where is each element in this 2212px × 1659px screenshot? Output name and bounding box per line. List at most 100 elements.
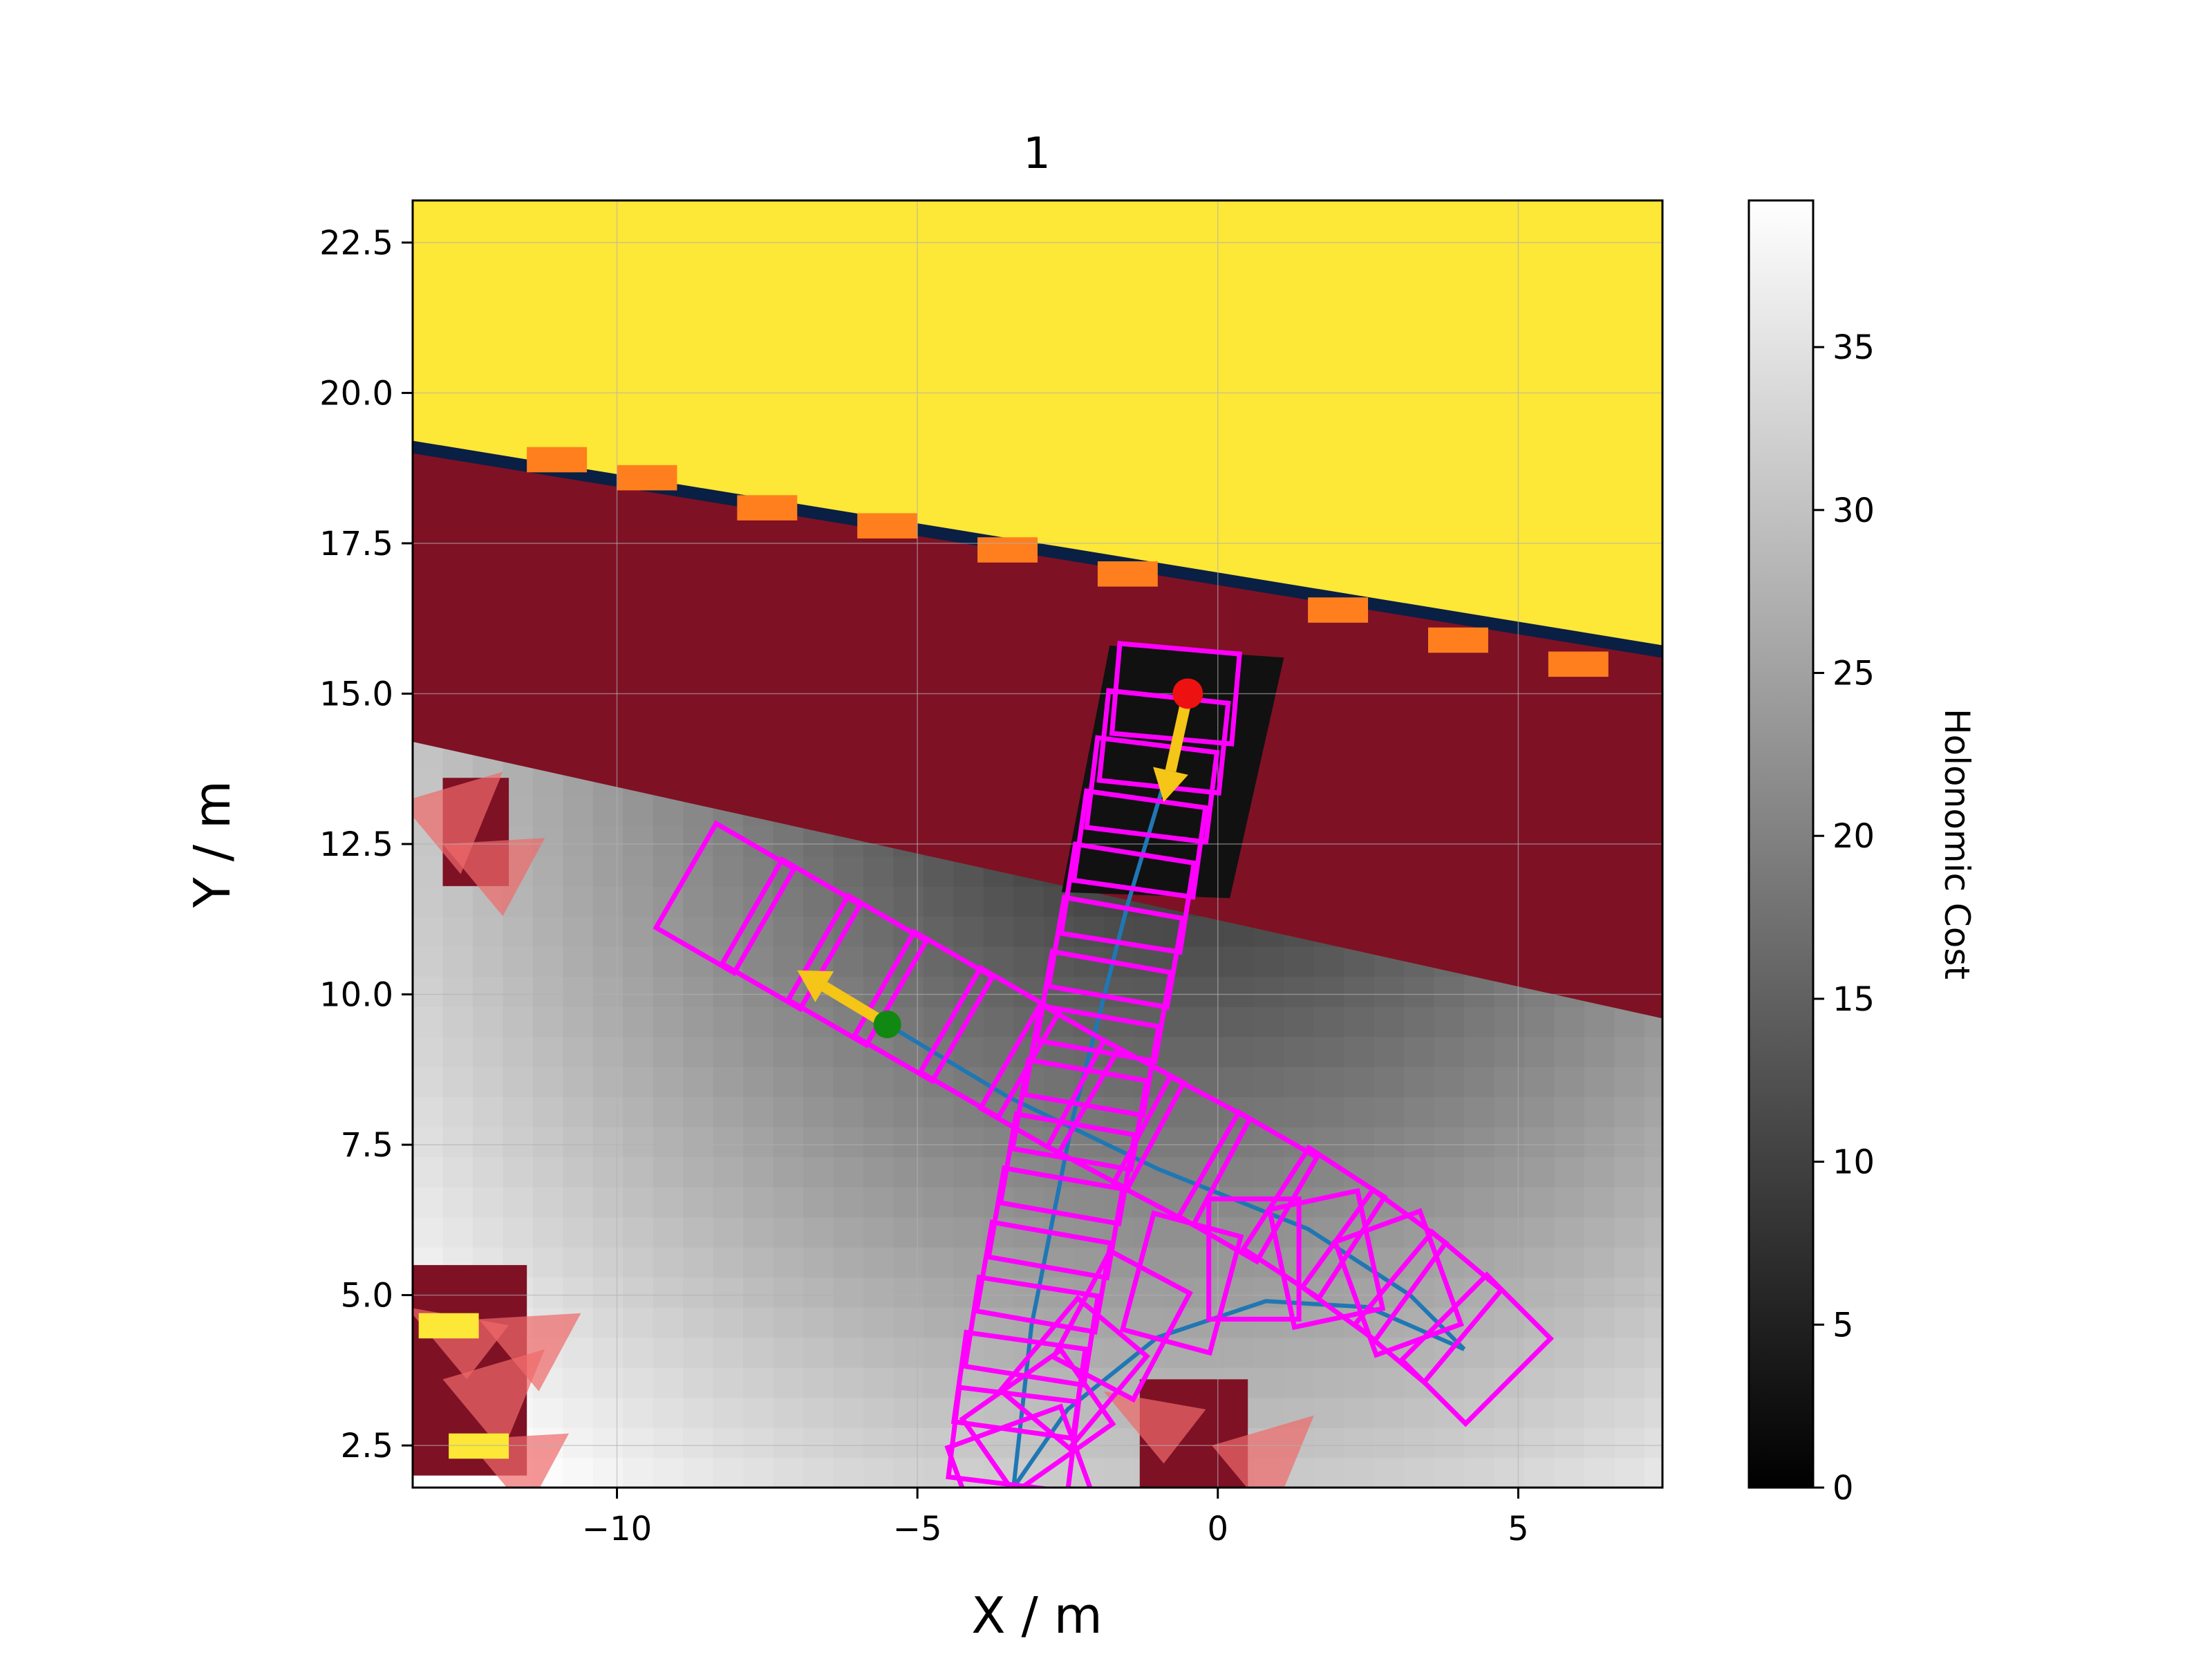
obstacle-marker (418, 1313, 479, 1339)
footprint-box (1022, 1002, 1162, 1118)
colorbar (1747, 199, 1815, 1489)
footprint-box (959, 1347, 1116, 1488)
heatmap-cell (1494, 1457, 1525, 1488)
footprint-box (1175, 1109, 1320, 1265)
heatmap-cell (923, 1126, 955, 1158)
heatmap-cell (623, 1307, 654, 1338)
y-tick-label: 15.0 (319, 675, 393, 713)
heatmap-cell (803, 1126, 834, 1158)
heatmap-cell (953, 1217, 984, 1248)
heatmap-cell (743, 1187, 774, 1218)
heatmap-cell (1313, 1337, 1345, 1368)
heatmap-cell (623, 1367, 654, 1398)
heatmap-cell (1163, 1126, 1194, 1158)
heatmap-cell (503, 1217, 534, 1248)
heatmap-cell (953, 916, 984, 947)
heatmap-cell (1584, 1096, 1615, 1127)
heatmap-cell (592, 1126, 624, 1158)
heatmap-cell (442, 1006, 474, 1038)
heatmap-cell (1194, 1036, 1225, 1067)
heatmap-cell (923, 1096, 955, 1127)
heatmap-cell (1494, 1307, 1525, 1338)
obstacle-marker (617, 465, 677, 491)
heatmap-cell (1434, 1096, 1465, 1127)
heatmap-cell (563, 796, 594, 827)
heatmap-cell (863, 1427, 894, 1459)
heatmap-cell (683, 1457, 714, 1488)
heatmap-cell (1464, 1036, 1495, 1067)
heatmap-cell (1464, 1367, 1495, 1398)
heatmap-cell (863, 1156, 894, 1188)
heatmap-cell (1434, 1367, 1465, 1398)
heatmap-cell (683, 1006, 714, 1038)
heatmap-cell (1313, 1036, 1345, 1067)
heatmap-cell (833, 1427, 864, 1459)
heatmap-cell (413, 1006, 444, 1038)
heatmap-cell (442, 1036, 474, 1067)
heatmap-cell (623, 1096, 654, 1127)
heatmap-cell (893, 1096, 924, 1127)
footprint-box (851, 928, 996, 1085)
heatmap-cell (592, 1397, 624, 1428)
heatmap-cell (1524, 1036, 1555, 1067)
heatmap-cell (1614, 1397, 1645, 1428)
heatmap-cell (983, 916, 1015, 947)
heatmap-cell (1614, 1066, 1645, 1098)
heatmap-cell (893, 856, 924, 887)
heatmap-cell (1224, 1337, 1255, 1368)
footprint-box (977, 1000, 1123, 1157)
heatmap-cell (683, 1217, 714, 1248)
x-tick-label: 5 (1508, 1510, 1529, 1548)
footprint-box (917, 964, 1062, 1121)
heatmap-cell (1554, 1337, 1585, 1368)
heatmap-cell (803, 1187, 834, 1218)
heatmap-cell (1134, 916, 1165, 947)
heatmap-cell (1253, 1367, 1285, 1398)
heatmap-cell (683, 1277, 714, 1308)
noise-triangle (413, 771, 503, 874)
heatmap-cell (532, 1006, 564, 1038)
heatmap-cell (623, 825, 654, 857)
heatmap-cell (1374, 1036, 1405, 1067)
heatmap-cell (803, 1217, 834, 1248)
heatmap-cell (1644, 1036, 1662, 1067)
heatmap-cell (1614, 1367, 1645, 1398)
heatmap-cell (563, 1187, 594, 1218)
heatmap-cell (1584, 1156, 1615, 1188)
colorbar-tick-label: 15 (1833, 980, 1875, 1019)
heatmap-cell (1554, 1156, 1585, 1188)
heatmap-cell (1013, 946, 1044, 977)
heatmap-cell (743, 1457, 774, 1488)
heatmap-cell (1584, 1036, 1615, 1067)
heatmap-cell (1644, 1427, 1662, 1459)
heatmap-cell (773, 1427, 804, 1459)
y-tick-label: 12.5 (319, 825, 393, 864)
heatmap-cell (893, 1156, 924, 1188)
heatmap-cell (623, 1457, 654, 1488)
heatmap-cell (1404, 1126, 1435, 1158)
heatmap-cell (1584, 1277, 1615, 1308)
heatmap-cell (1524, 1006, 1555, 1038)
heatmap-cell (623, 1397, 654, 1428)
heatmap-cell (1554, 1126, 1585, 1158)
heatmap-cell (1434, 1187, 1465, 1218)
heatmap-cell (1013, 885, 1044, 917)
heatmap-cell (863, 1337, 894, 1368)
heatmap-cell (653, 1367, 684, 1398)
heatmap-cell (532, 1277, 564, 1308)
heatmap-cell (803, 1367, 834, 1398)
heatmap-cell (1344, 1427, 1375, 1459)
heatmap-cell (1584, 1427, 1615, 1459)
heatmap-cell (683, 1036, 714, 1067)
heatmap-cell (1253, 946, 1285, 977)
heatmap-cell (683, 1156, 714, 1188)
heatmap-cell (1554, 1277, 1585, 1308)
heatmap-cell (743, 1006, 774, 1038)
heatmap-cell (773, 1066, 804, 1098)
heatmap-cell (803, 1156, 834, 1188)
heatmap-cell (532, 1187, 564, 1218)
heatmap-cell (1344, 1126, 1375, 1158)
heatmap-cell (532, 1126, 564, 1158)
heatmap-cell (833, 1066, 864, 1098)
heatmap-cell (623, 1427, 654, 1459)
